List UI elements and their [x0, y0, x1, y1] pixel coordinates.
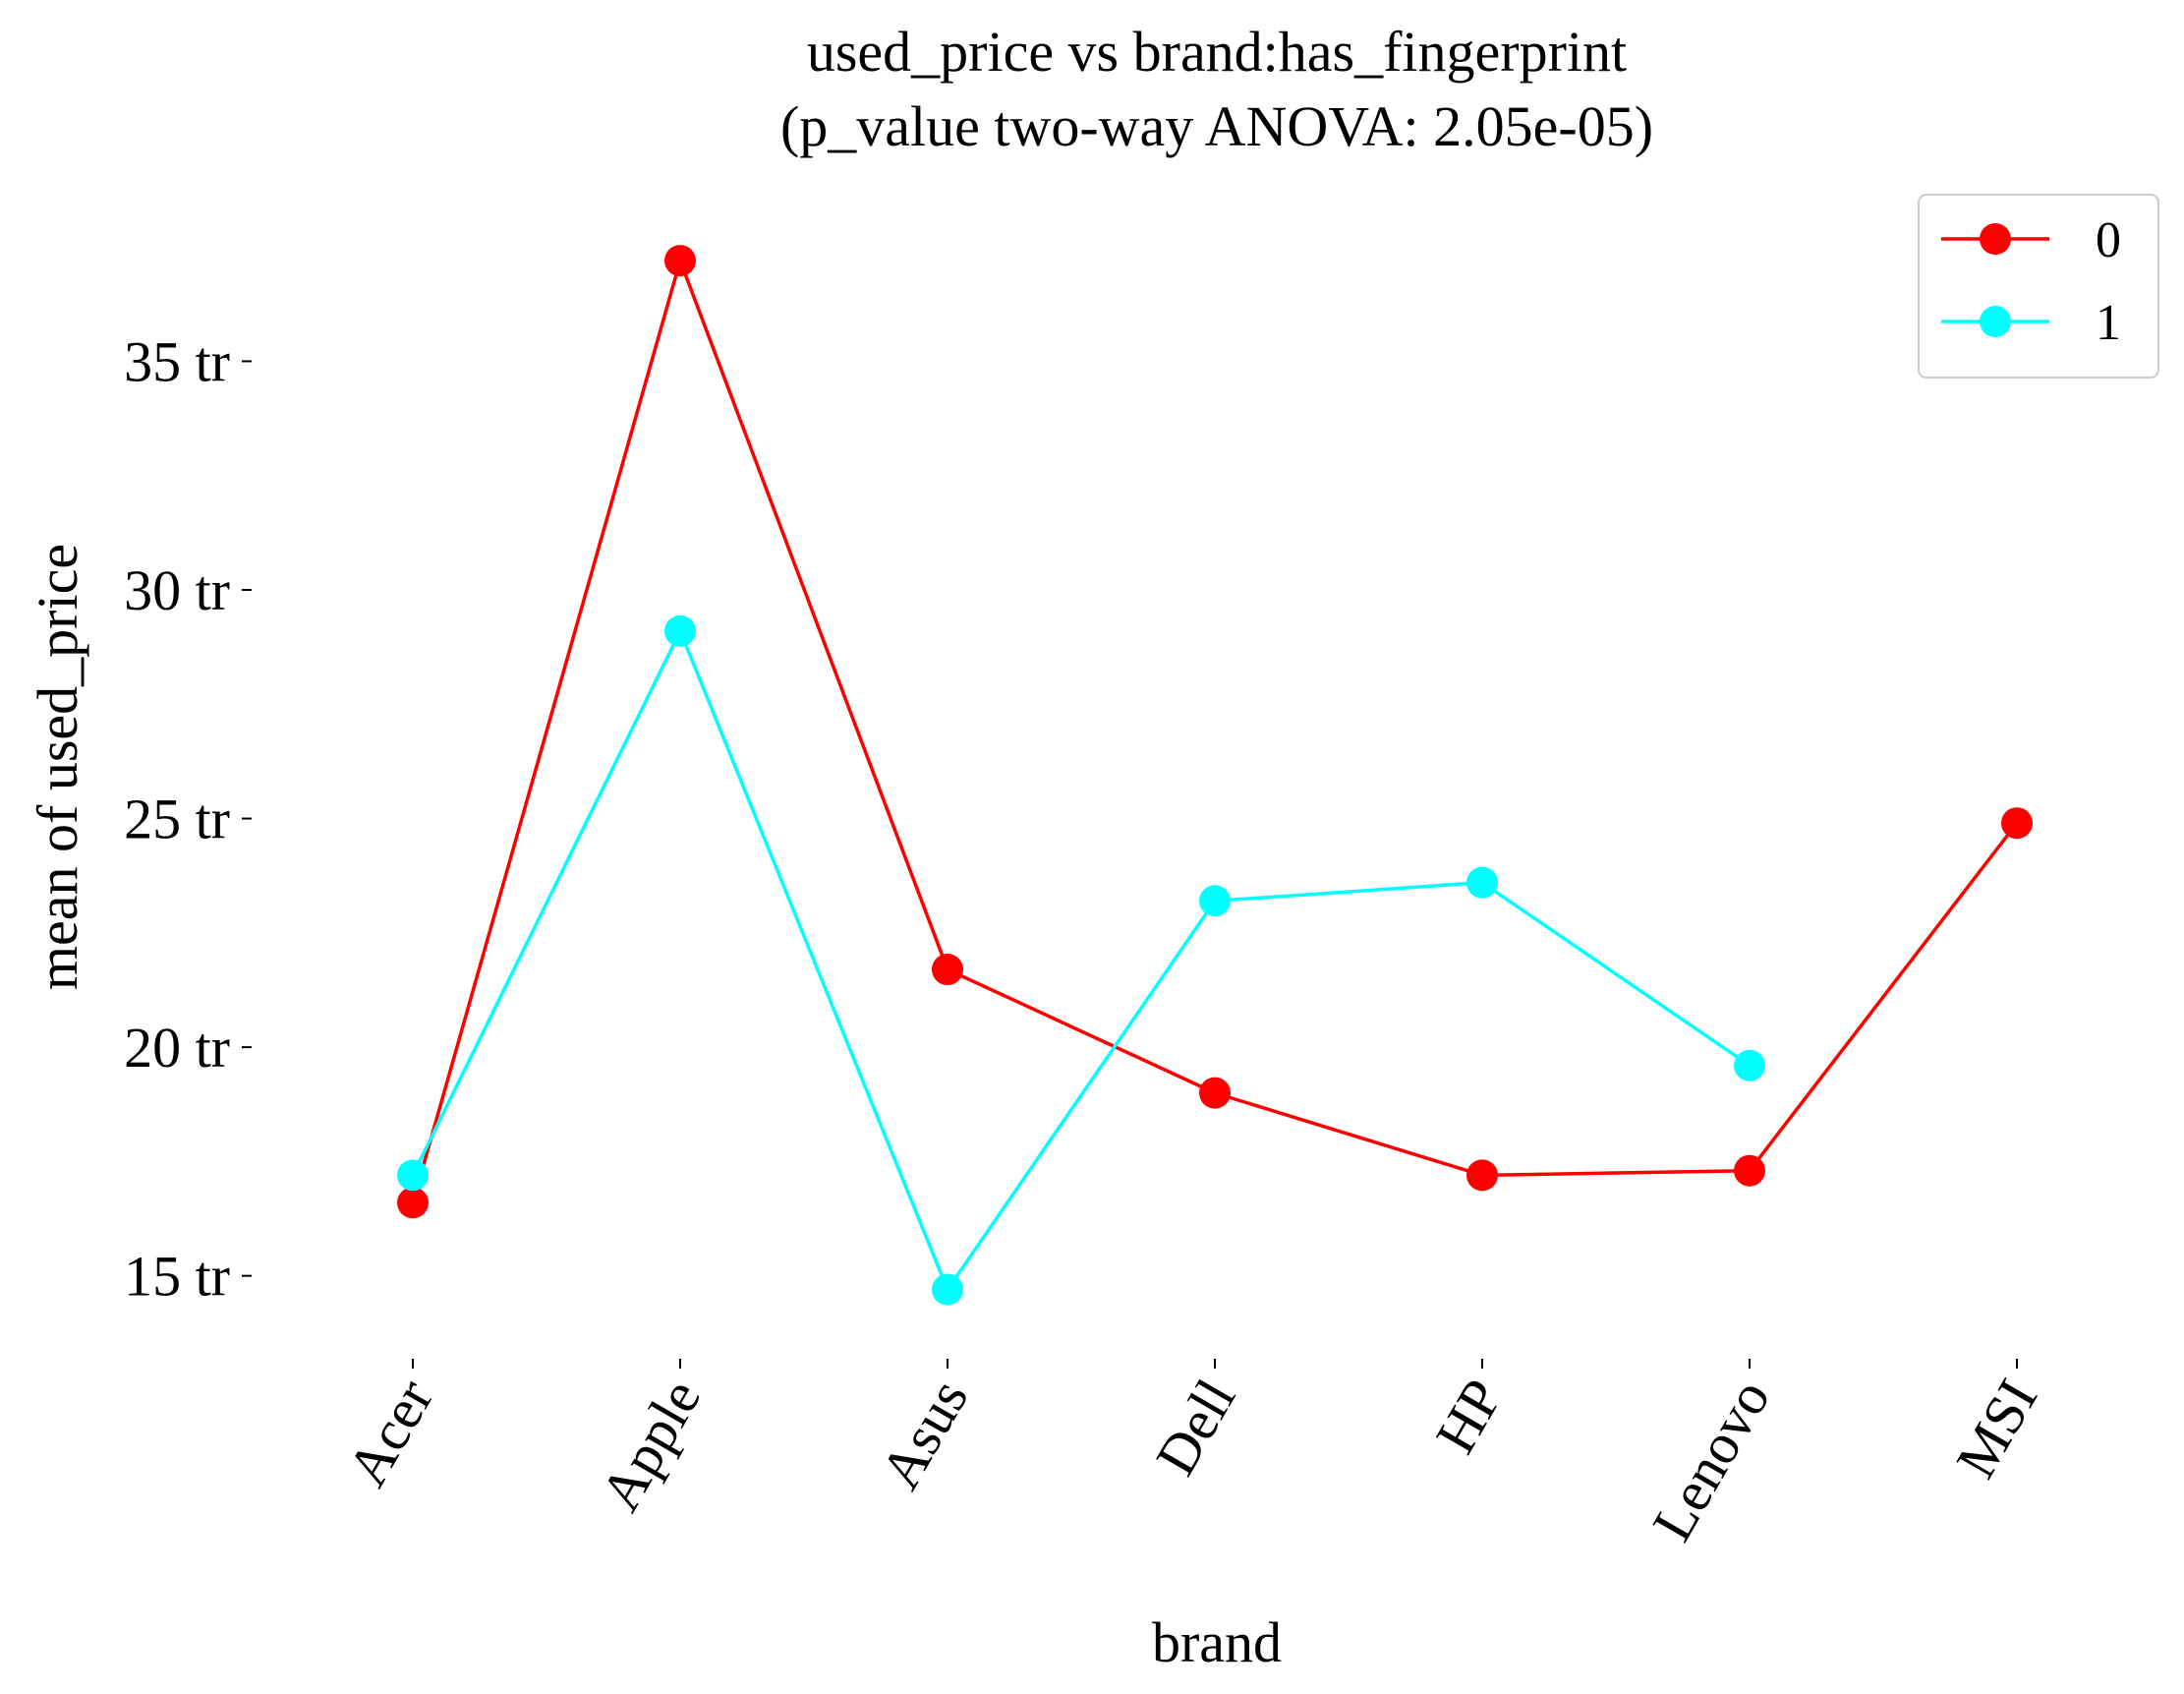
data-point — [397, 1159, 429, 1192]
data-point — [1466, 1159, 1498, 1192]
data-point — [2001, 807, 2033, 840]
data-point — [1466, 866, 1498, 899]
data-point — [664, 245, 696, 277]
y-tick-label: 30 tr — [124, 558, 230, 622]
series-line — [411, 629, 1751, 1292]
x-tick-label: Apple — [588, 1369, 713, 1521]
x-tick-label: Asus — [868, 1369, 980, 1499]
series-1 — [397, 614, 1765, 1306]
y-tick-label: 25 tr — [124, 788, 230, 851]
series-line — [411, 259, 2019, 1203]
y-axis-label: mean of used_price — [26, 544, 89, 990]
chart-title: used_price vs brand:has_fingerprint — [807, 20, 1627, 84]
x-tick-label: Acer — [335, 1369, 446, 1496]
legend-marker — [1980, 223, 2011, 255]
data-point — [1199, 1077, 1231, 1109]
data-point — [932, 1273, 963, 1306]
data-point — [1734, 1049, 1765, 1081]
data-point — [932, 954, 963, 986]
x-tick-label: Dell — [1143, 1369, 1247, 1486]
legend-label: 1 — [2096, 295, 2121, 351]
legend-label: 0 — [2096, 212, 2121, 268]
legend: 01 — [1918, 194, 2159, 379]
legend-marker — [1980, 306, 2011, 337]
data-point — [397, 1187, 429, 1219]
legend-box — [1918, 194, 2159, 379]
y-axis: 15 tr 20 tr 25 tr 30 tr 35 tr — [124, 329, 252, 1309]
x-tick-label: MSI — [1943, 1369, 2049, 1489]
series-0 — [397, 245, 2033, 1219]
series-layer — [397, 245, 2033, 1306]
x-tick-label: HP — [1423, 1369, 1515, 1464]
y-tick-label: 35 tr — [124, 329, 230, 393]
chart-subtitle: (p_value two-way ANOVA: 2.05e-05) — [780, 94, 1653, 158]
y-tick-label: 15 tr — [124, 1245, 230, 1309]
data-point — [664, 614, 696, 647]
y-tick-label: 20 tr — [124, 1016, 230, 1080]
x-tick-label: Lenovo — [1639, 1369, 1782, 1551]
x-axis-label: brand — [1152, 1610, 1282, 1674]
data-point — [1734, 1154, 1765, 1187]
x-axis: Acer Apple Asus Dell HP Lenovo MSI — [335, 1359, 2049, 1551]
data-point — [1199, 885, 1231, 917]
